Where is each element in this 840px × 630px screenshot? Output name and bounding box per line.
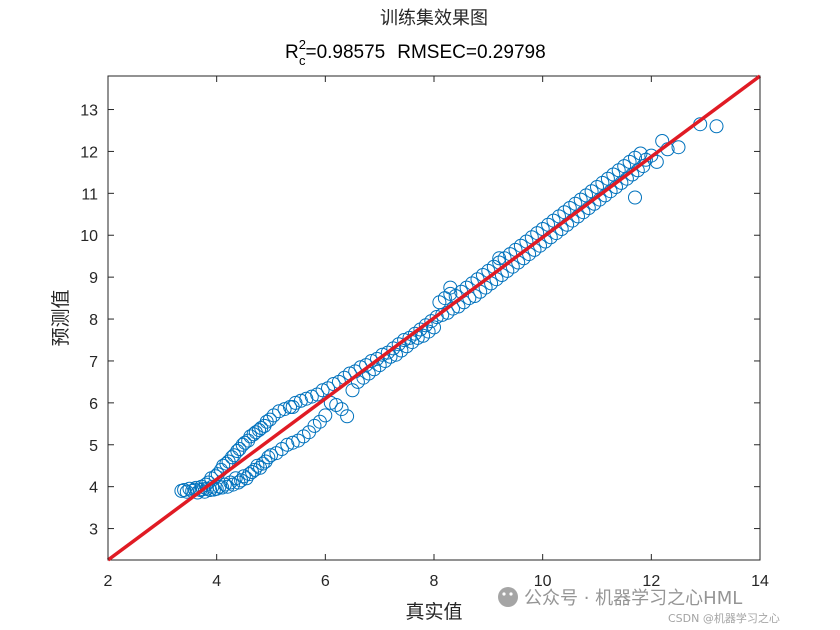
subtitle-r-sup: 2 [299,37,306,52]
watermark: 公众号 · 机器学习之心HML CSDN @机器学习之心 [498,587,780,625]
data-point [391,337,406,352]
data-point [182,481,197,496]
x-tick-label: 2 [104,573,113,590]
y-tick-label: 8 [89,312,98,329]
data-point [370,351,384,366]
data-point [628,190,642,205]
y-tick-label: 13 [80,103,98,120]
data-point [215,480,230,495]
data-point [638,152,653,167]
data-point [296,429,311,444]
watermark-brand: 公众号 · 机器学习之心HML [524,588,742,609]
x-tick-label: 12 [642,573,660,590]
data-point [421,324,436,339]
y-axis-ticks: 3 4 5 6 7 8 9 10 11 12 13 [80,103,760,539]
data-point [329,398,344,412]
data-point [179,484,194,499]
x-tick-label: 8 [430,573,439,590]
data-point [274,442,289,456]
data-point [235,437,250,452]
data-point [269,446,284,461]
wechat-logo-icon [498,587,518,607]
data-point [307,418,322,433]
x-axis-label: 真实值 [405,601,462,623]
data-point [340,409,355,424]
data-point [283,400,297,414]
y-axis-label: 预测值 [50,289,72,346]
watermark-sub: CSDN @机器学习之心 [668,611,780,625]
data-point [380,345,395,360]
subtitle-rmsec: RMSEC=0.29798 [397,42,545,63]
data-point [262,412,277,427]
data-point [217,477,232,492]
x-tick-label: 6 [321,573,330,590]
data-point [671,140,686,155]
data-point [416,328,431,343]
data-point [261,450,276,465]
reference-line-group [106,74,762,562]
y-tick-label: 11 [81,186,98,203]
y-tick-label: 9 [89,270,98,287]
data-point [285,435,300,450]
y-tick-label: 5 [89,438,98,455]
reference-line [106,74,762,562]
y-tick-label: 7 [89,354,98,371]
data-point [408,326,422,341]
data-point [310,387,325,402]
data-point [236,469,251,484]
y-tick-label: 4 [89,480,98,497]
data-point [177,483,192,497]
x-tick-label: 14 [751,573,769,590]
data-point [709,119,724,134]
data-point [386,341,401,356]
data-point [649,154,664,169]
data-point [223,475,238,490]
data-point [427,320,441,335]
x-axis-ticks: 2 4 6 8 10 12 14 [104,76,769,590]
data-point [413,322,428,337]
data-point [443,280,458,295]
data-point [334,402,349,417]
y-tick-label: 12 [80,144,98,161]
x-tick-label: 10 [534,573,552,590]
data-point [291,433,306,448]
data-point [492,251,507,266]
data-point [266,408,281,423]
subtitle-r-sub: c [299,53,306,68]
data-point [402,330,417,345]
y-tick-label: 3 [89,522,98,539]
data-point [209,481,224,496]
data-point [242,467,257,482]
data-point [318,408,333,423]
chart-title: 训练集效果图 [380,8,488,29]
x-tick-label: 4 [212,573,221,590]
chart-subtitle: R2 c=0.98575 RMSEC=0.29798 [285,37,546,68]
data-point [285,400,300,414]
subtitle-r-value: =0.98575 [305,42,385,63]
data-point [345,383,360,398]
subtitle-r: R [285,42,299,63]
data-point [418,318,433,333]
data-point [216,458,231,473]
y-tick-label: 10 [80,228,98,245]
y-tick-label: 6 [89,396,98,413]
data-point [424,314,439,329]
data-point [252,423,266,438]
